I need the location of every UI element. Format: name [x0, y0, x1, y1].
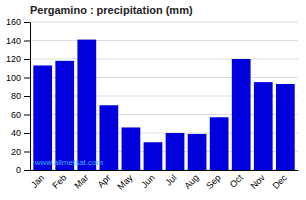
x-tick: Jun	[139, 173, 156, 190]
x-tick-label: Nov	[249, 172, 268, 191]
watermark: www.allmetsat.com	[34, 158, 104, 167]
x-tick-label: Dec	[271, 172, 290, 191]
grid	[30, 22, 298, 170]
x-tick-label: May	[115, 172, 134, 191]
bar	[188, 134, 207, 170]
x-tick-label: Mar	[72, 173, 90, 191]
x-tick: Sep	[204, 173, 222, 191]
y-tick-mark	[24, 133, 30, 134]
y-tick: 160	[6, 17, 30, 27]
x-tick-label: Jan	[29, 173, 46, 190]
y-tick-label: 160	[6, 17, 21, 27]
y-tick: 80	[11, 91, 30, 101]
x-tick: Jul	[163, 173, 178, 188]
y-tick: 20	[11, 147, 30, 157]
bar	[33, 65, 52, 170]
y-tick: 100	[6, 73, 30, 83]
x-tick-label: Feb	[50, 173, 68, 191]
bar	[166, 133, 185, 170]
y-tick-mark	[24, 152, 30, 153]
y-tick-mark	[24, 78, 30, 79]
x-tick: Dec	[271, 172, 290, 191]
y-tick: 120	[6, 54, 30, 64]
bar	[232, 59, 251, 170]
y-tick-mark	[24, 41, 30, 42]
y-tick: 0	[16, 165, 30, 175]
y-tick-mark	[24, 96, 30, 97]
x-tick-label: Sep	[204, 173, 222, 191]
bar	[144, 142, 163, 170]
y-tick-label: 20	[11, 147, 21, 157]
chart-svg: Pergamino : precipitation (mm) JanFebMar A…	[0, 0, 306, 200]
x-tick-label: Aug	[182, 173, 200, 191]
x-tick: Apr	[96, 173, 113, 190]
y-tick-label: 0	[16, 165, 21, 175]
y-tick-label: 100	[6, 73, 21, 83]
x-tick-label: Apr	[96, 173, 113, 190]
y-axis: 0 20 40 60 80 100 120 140 160	[6, 17, 31, 175]
y-tick-label: 60	[11, 110, 21, 120]
bar	[210, 117, 229, 170]
x-tick: Aug	[182, 173, 200, 191]
y-tick-label: 40	[11, 128, 21, 138]
y-tick-mark	[24, 170, 30, 171]
bar	[55, 61, 74, 170]
title: Pergamino : precipitation (mm)	[30, 4, 193, 16]
bars	[33, 40, 294, 170]
plot: JanFebMar AprMay Jun Jul AugSep OctNovDec 0 20 4…	[6, 17, 299, 191]
x-tick: Mar	[72, 173, 90, 191]
y-tick-mark	[24, 59, 30, 60]
y-axis-line	[24, 23, 31, 171]
bar	[276, 84, 295, 170]
grid-line	[30, 59, 298, 60]
y-tick-label: 140	[6, 36, 21, 46]
y-tick: 140	[6, 36, 30, 46]
grid-line	[30, 40, 298, 41]
x-tick: Feb	[50, 173, 68, 191]
y-tick-mark	[24, 115, 30, 116]
bar	[77, 40, 96, 170]
y-tick: 60	[11, 110, 30, 120]
x-tick: Nov	[249, 172, 268, 191]
y-tick-mark	[24, 22, 30, 23]
x-tick: Jan	[29, 173, 46, 190]
bar	[122, 127, 141, 170]
grid-line	[30, 22, 298, 23]
x-tick: Oct	[228, 172, 245, 189]
y-tick: 40	[11, 128, 30, 138]
chart-container: Pergamino : precipitation (mm) JanFebMar A…	[0, 0, 306, 200]
y-tick-label: 80	[11, 91, 21, 101]
x-axis-line	[31, 170, 299, 171]
x-tick: May	[115, 172, 134, 191]
x-tick-label: Oct	[228, 172, 245, 189]
x-tick-label: Jun	[139, 173, 156, 190]
bar	[254, 82, 273, 170]
x-axis: JanFebMar AprMay Jun Jul AugSep OctNovDec	[29, 171, 299, 192]
x-tick-label: Jul	[163, 173, 178, 188]
y-tick-label: 120	[6, 54, 21, 64]
